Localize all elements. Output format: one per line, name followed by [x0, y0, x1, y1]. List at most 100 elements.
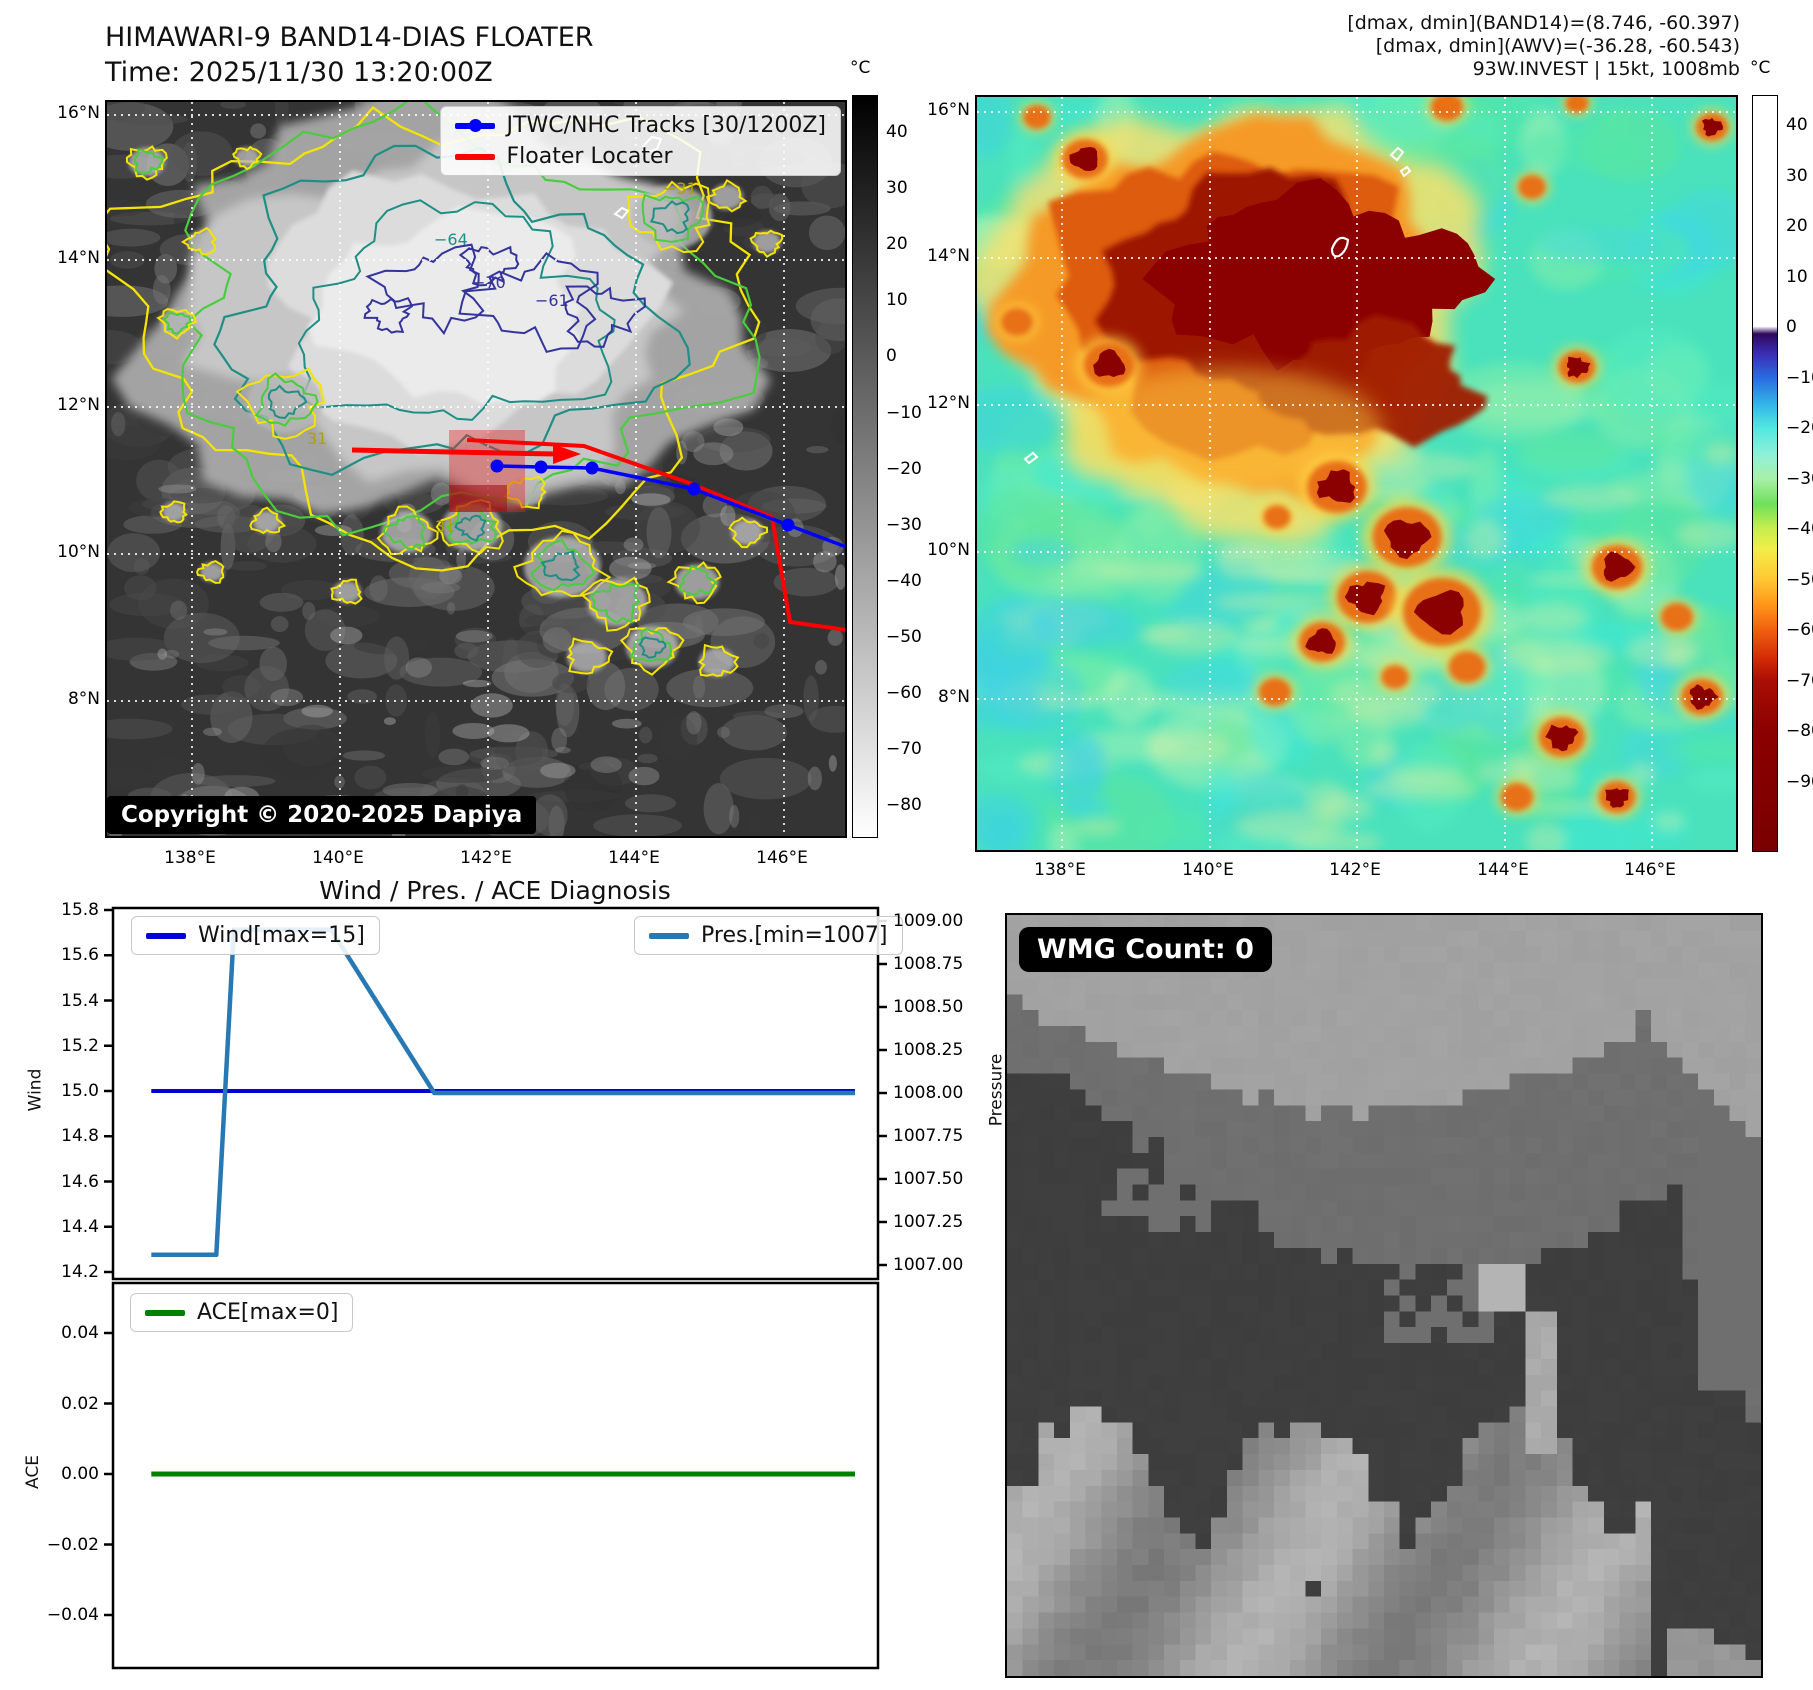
figure-time: Time: 2025/11/30 13:20:00Z	[105, 57, 493, 88]
svg-text:31: 31	[307, 429, 327, 448]
band14-colorbar-tick: 40	[886, 122, 908, 142]
band14-lat-tick: 12°N	[57, 395, 100, 415]
awv-lon-tick: 146°E	[1624, 860, 1676, 880]
awv-colorbar-tick: −70	[1786, 670, 1813, 691]
awv-colorbar-tick: −50	[1786, 569, 1813, 590]
ace-ytick: −0.04	[46, 1605, 99, 1625]
awv-colorbar-tick: −10	[1786, 367, 1813, 388]
pressure-ytick: 1009.00	[893, 911, 964, 931]
ace-line-swatch	[145, 1309, 185, 1316]
wind-ytick: 15.6	[61, 945, 99, 966]
wmg-count-badge: WMG Count: 0	[1019, 927, 1272, 972]
band14-legend: JTWC/NHC Tracks [30/1200Z] Floater Locat…	[439, 106, 841, 176]
band14-lon-tick: 140°E	[312, 848, 364, 868]
ace-legend: ACE[max=0]	[130, 1293, 354, 1332]
awv-colorbar-tick: −20	[1786, 418, 1813, 438]
awv-lon-tick: 142°E	[1329, 860, 1381, 880]
pressure-ytick: 1008.00	[893, 1083, 964, 1103]
copyright-badge: Copyright © 2020-2025 Dapiya	[107, 796, 537, 834]
legend-floater-label: Floater Locater	[506, 144, 673, 169]
band14-colorbar-tick: 10	[886, 290, 908, 311]
wind-ytick: 15.8	[61, 900, 99, 920]
pressure-ytick: 1008.25	[893, 1040, 964, 1060]
band14-colorbar-tick: 30	[886, 178, 908, 199]
awv-colorbar-tick: −80	[1786, 721, 1813, 741]
wind-ytick: 14.6	[61, 1171, 99, 1192]
wind-ytick: 15.2	[61, 1035, 99, 1056]
band14-lon-tick: 146°E	[756, 848, 808, 868]
awv-map	[975, 95, 1738, 852]
pres-line-swatch	[649, 932, 689, 939]
pressure-ytick: 1008.50	[893, 997, 964, 1017]
awv-lat-tick: 10°N	[927, 540, 970, 560]
ace-ytick: −0.02	[46, 1534, 99, 1555]
awv-colorbar-unit: °C	[1750, 58, 1771, 78]
band14-colorbar-tick: −40	[886, 570, 922, 591]
svg-text:−61: −61	[535, 291, 569, 310]
awv-colorbar-tick: 0	[1786, 317, 1797, 337]
legend-row-floater: Floater Locater	[454, 144, 826, 169]
wind-ytick: 14.8	[61, 1126, 99, 1147]
info-dmax-awv: [dmax, dmin](AWV)=(-36.28, -60.543)	[1375, 35, 1740, 57]
band14-lat-tick: 14°N	[57, 248, 100, 268]
awv-lat-tick: 8°N	[937, 687, 970, 707]
awv-lat-tick: 16°N	[927, 100, 970, 120]
wind-legend-row: Wind[max=15]	[146, 923, 365, 948]
band14-satellite-image: −64 −70 −61 −31 31 31	[107, 102, 845, 836]
awv-colorbar-tick: 30	[1786, 165, 1808, 186]
wind-legend: Wind[max=15]	[131, 916, 380, 955]
awv-colorbar	[1752, 95, 1778, 852]
figure-header: HIMAWARI-9 BAND14-DIAS FLOATER Time: 202…	[105, 20, 594, 90]
awv-lon-tick: 138°E	[1034, 860, 1086, 880]
awv-colorbar-tick: −30	[1786, 468, 1813, 489]
awv-colorbar-tick: −40	[1786, 519, 1813, 539]
pressure-ytick: 1007.00	[893, 1255, 964, 1275]
series-pressure	[151, 927, 855, 1257]
figure-info: [dmax, dmin](BAND14)=(8.746, -60.397) [d…	[1347, 12, 1740, 81]
track-line-swatch	[454, 118, 495, 132]
svg-text:−70: −70	[472, 273, 506, 292]
band14-map: −64 −70 −61 −31 31 31 JTWC/NHC Tracks [30/120…	[105, 100, 847, 838]
band14-colorbar-tick: −10	[886, 402, 922, 423]
svg-text:−31: −31	[663, 179, 697, 198]
info-invest: 93W.INVEST | 15kt, 1008mb	[1472, 58, 1740, 80]
pressure-ytick: 1007.50	[893, 1169, 964, 1189]
figure-title: HIMAWARI-9 BAND14-DIAS FLOATER	[105, 22, 594, 53]
svg-text:31: 31	[435, 517, 455, 536]
wind-ytick: 14.4	[61, 1216, 99, 1237]
wind-axis-title: Wind	[25, 1068, 46, 1112]
band14-lat-tick: 8°N	[67, 689, 100, 709]
ace-legend-label: ACE[max=0]	[197, 1300, 339, 1325]
band14-lon-tick: 138°E	[164, 848, 216, 868]
awv-lat-tick: 12°N	[927, 393, 970, 413]
awv-lon-tick: 140°E	[1182, 860, 1234, 880]
awv-colorbar-tick: 40	[1786, 115, 1808, 135]
band14-colorbar-tick: −30	[886, 514, 922, 535]
track-dot-swatch	[468, 118, 482, 132]
band14-colorbar-tick: 0	[886, 346, 897, 367]
band14-colorbar-tick: −60	[886, 683, 922, 703]
ace-ytick: 0.04	[61, 1323, 99, 1343]
pressure-axis-title: Pressure	[986, 1053, 1007, 1127]
band14-colorbar-tick: 20	[886, 234, 908, 255]
band14-colorbar-tick: −80	[886, 795, 922, 816]
wind-ytick: 15.0	[61, 1081, 99, 1101]
wind-ytick: 14.2	[61, 1262, 99, 1282]
wmg-panel: WMG Count: 0	[1005, 913, 1763, 1678]
awv-satellite-image	[977, 97, 1736, 850]
diagnosis-title: Wind / Pres. / ACE Diagnosis	[319, 876, 671, 905]
wind-line-swatch	[146, 932, 186, 939]
legend-track-label: JTWC/NHC Tracks [30/1200Z]	[506, 113, 826, 138]
svg-text:−64: −64	[434, 230, 468, 249]
awv-colorbar-tick: −60	[1786, 620, 1813, 640]
info-dmax-band14: [dmax, dmin](BAND14)=(8.746, -60.397)	[1347, 12, 1740, 34]
band14-lat-tick: 16°N	[57, 103, 100, 123]
awv-lat-tick: 14°N	[927, 246, 970, 266]
awv-lon-tick: 144°E	[1477, 860, 1529, 880]
band14-colorbar-tick: −20	[886, 458, 922, 479]
band14-lat-tick: 10°N	[57, 542, 100, 562]
band14-lon-tick: 144°E	[608, 848, 660, 868]
awv-colorbar-tick: 10	[1786, 266, 1808, 287]
wind-ytick: 15.4	[61, 990, 99, 1011]
wmg-pixel-image	[1007, 915, 1761, 1676]
